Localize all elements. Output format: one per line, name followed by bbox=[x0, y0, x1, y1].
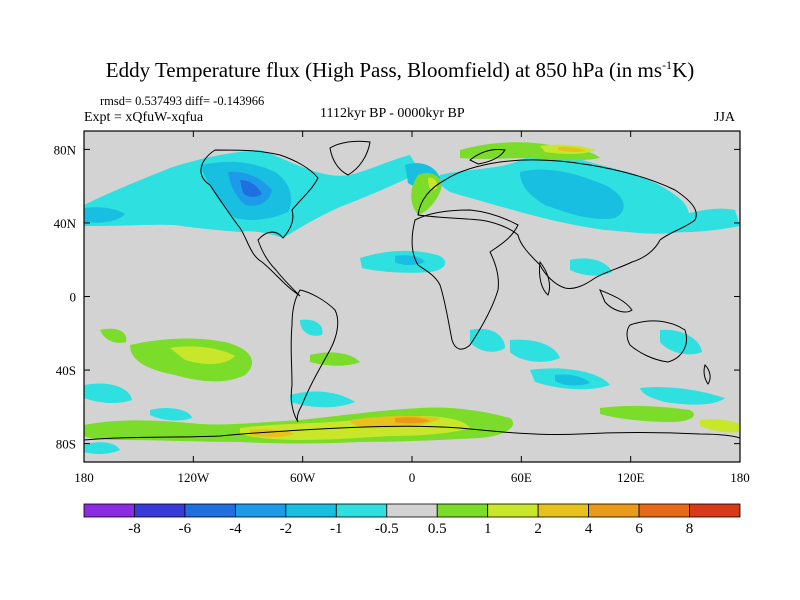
coastlines bbox=[84, 140, 740, 441]
y-tick-label: 80N bbox=[54, 142, 77, 157]
axis-ticks: 180 120W 60W 0 60E 120E 180 80N 40N 0 40S 80S bbox=[54, 131, 750, 485]
flux-anomaly-field bbox=[84, 142, 740, 455]
colorbar-swatch bbox=[588, 503, 640, 518]
colorbar-label: -4 bbox=[229, 521, 242, 537]
colorbar-label: 1 bbox=[483, 521, 492, 537]
colorbar-label: -6 bbox=[178, 521, 192, 537]
colorbar-label: -0.5 bbox=[374, 521, 399, 537]
colorbar-swatch bbox=[689, 503, 741, 518]
y-tick-label: 40S bbox=[56, 363, 76, 378]
colorbar-swatch bbox=[234, 503, 287, 518]
x-tick-label: 180 bbox=[74, 470, 94, 485]
colorbar-label: 4 bbox=[584, 521, 593, 537]
colorbar-swatch bbox=[83, 503, 135, 518]
colorbar-swatch bbox=[487, 503, 539, 518]
x-tick-label: 180 bbox=[730, 470, 750, 485]
y-tick-label: 40N bbox=[54, 216, 77, 231]
x-tick-label: 120E bbox=[617, 470, 645, 485]
colorbar-swatch bbox=[134, 503, 186, 518]
period-label: 1112kyr BP - 0000kyr BP bbox=[320, 106, 465, 121]
colorbar-swatch bbox=[537, 503, 590, 518]
colorbar-swatch bbox=[386, 503, 438, 518]
colorbar-swatch bbox=[335, 503, 388, 518]
colorbar-label: 0.5 bbox=[427, 521, 447, 537]
colorbar-label: -1 bbox=[330, 521, 343, 537]
colorbar bbox=[83, 503, 741, 518]
colorbar-label: 2 bbox=[534, 521, 542, 537]
colorbar-label: -2 bbox=[279, 521, 293, 537]
x-tick-label: 60W bbox=[290, 470, 316, 485]
y-tick-label: 0 bbox=[70, 290, 77, 305]
colorbar-label: 8 bbox=[685, 521, 694, 537]
colorbar-label: 6 bbox=[635, 521, 643, 537]
experiment-label: Expt = xQfuW-xqfua bbox=[84, 110, 204, 125]
colorbar-swatch bbox=[638, 503, 690, 518]
y-tick-label: 80S bbox=[56, 437, 76, 452]
map-title: Eddy Temperature flux (High Pass, Bloomf… bbox=[105, 58, 695, 82]
x-tick-label: 60E bbox=[511, 470, 532, 485]
x-tick-label: 120W bbox=[177, 470, 210, 485]
colorbar-swatch bbox=[285, 503, 337, 518]
colorbar-swatch bbox=[436, 503, 489, 518]
colorbar-swatch bbox=[184, 503, 236, 518]
colorbar-label: -8 bbox=[128, 521, 141, 537]
x-tick-label: 0 bbox=[409, 470, 416, 485]
stats-text: rmsd= 0.537493 diff= -0.143966 bbox=[100, 94, 265, 108]
season-label: JJA bbox=[714, 110, 736, 125]
